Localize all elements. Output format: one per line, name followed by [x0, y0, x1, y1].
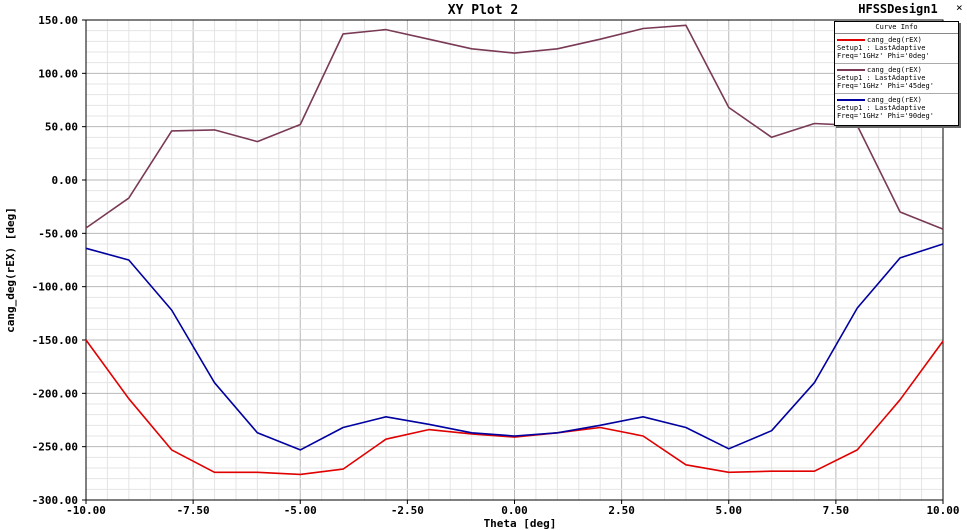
- x-tick-label: 5.00: [716, 504, 743, 517]
- y-axis-label: cang_deg(rEX) [deg]: [4, 207, 17, 333]
- y-tick-label: -100.00: [32, 281, 78, 294]
- legend-curve-name: cang_deg(rEX): [867, 66, 922, 74]
- legend-curve-name: cang_deg(rEX): [867, 96, 922, 104]
- series-lines: [85, 24, 944, 476]
- legend-setup: Setup1 : LastAdaptive: [837, 104, 926, 112]
- legend-heading: Curve Info: [835, 22, 958, 34]
- x-tick-label: 7.50: [823, 504, 850, 517]
- y-tick-label: -250.00: [32, 441, 78, 454]
- design-name: HFSSDesign1: [858, 2, 937, 16]
- x-axis-label: Theta [deg]: [484, 517, 557, 530]
- legend-params: Freq='1GHz' Phi='0deg': [837, 52, 930, 60]
- y-tick-labels: 150.00 100.00 50.00 0.00 -50.00 -100.00 -150.0…: [32, 14, 86, 507]
- legend-entry[interactable]: cang_deg(rEX) Setup1 : LastAdaptive Freq…: [835, 34, 958, 64]
- legend-swatch-2: [837, 99, 865, 101]
- legend-curve-name: cang_deg(rEX): [867, 36, 922, 44]
- x-tick-label: 10.00: [926, 504, 959, 517]
- y-tick-label: -150.00: [32, 334, 78, 347]
- curve-info-legend[interactable]: Curve Info cang_deg(rEX) Setup1 : LastAd…: [834, 21, 959, 126]
- x-tick-label: -2.50: [391, 504, 424, 517]
- legend-setup: Setup1 : LastAdaptive: [837, 44, 926, 52]
- close-icon[interactable]: ×: [956, 1, 963, 14]
- plot-grid: [85, 19, 944, 501]
- chart-title: XY Plot 2: [448, 3, 518, 18]
- y-tick-label: -200.00: [32, 387, 78, 400]
- y-tick-label: -300.00: [32, 494, 78, 507]
- legend-swatch-1: [837, 69, 865, 71]
- y-tick-label: 150.00: [38, 14, 78, 27]
- x-tick-label: 0.00: [501, 504, 528, 517]
- legend-entry[interactable]: cang_deg(rEX) Setup1 : LastAdaptive Freq…: [835, 94, 958, 124]
- series-line-0: [85, 339, 944, 476]
- series-line-2: [85, 243, 944, 451]
- y-tick-label: 0.00: [52, 174, 79, 187]
- y-tick-label: 50.00: [45, 121, 78, 134]
- y-tick-label: 100.00: [38, 67, 78, 80]
- legend-setup: Setup1 : LastAdaptive: [837, 74, 926, 82]
- legend-params: Freq='1GHz' Phi='90deg': [837, 112, 934, 120]
- legend-entry[interactable]: cang_deg(rEX) Setup1 : LastAdaptive Freq…: [835, 64, 958, 94]
- series-line-1: [85, 24, 944, 230]
- x-tick-labels: -10.00 -7.50 -5.00 -2.50 0.00 2.50 5.00 7.50 10.…: [66, 500, 960, 517]
- y-tick-label: -50.00: [38, 227, 78, 240]
- x-tick-label: -10.00: [66, 504, 106, 517]
- x-tick-label: 2.50: [608, 504, 635, 517]
- legend-params: Freq='1GHz' Phi='45deg': [837, 82, 934, 90]
- legend-swatch-0: [837, 39, 865, 41]
- x-tick-label: -5.00: [284, 504, 317, 517]
- x-tick-label: -7.50: [177, 504, 210, 517]
